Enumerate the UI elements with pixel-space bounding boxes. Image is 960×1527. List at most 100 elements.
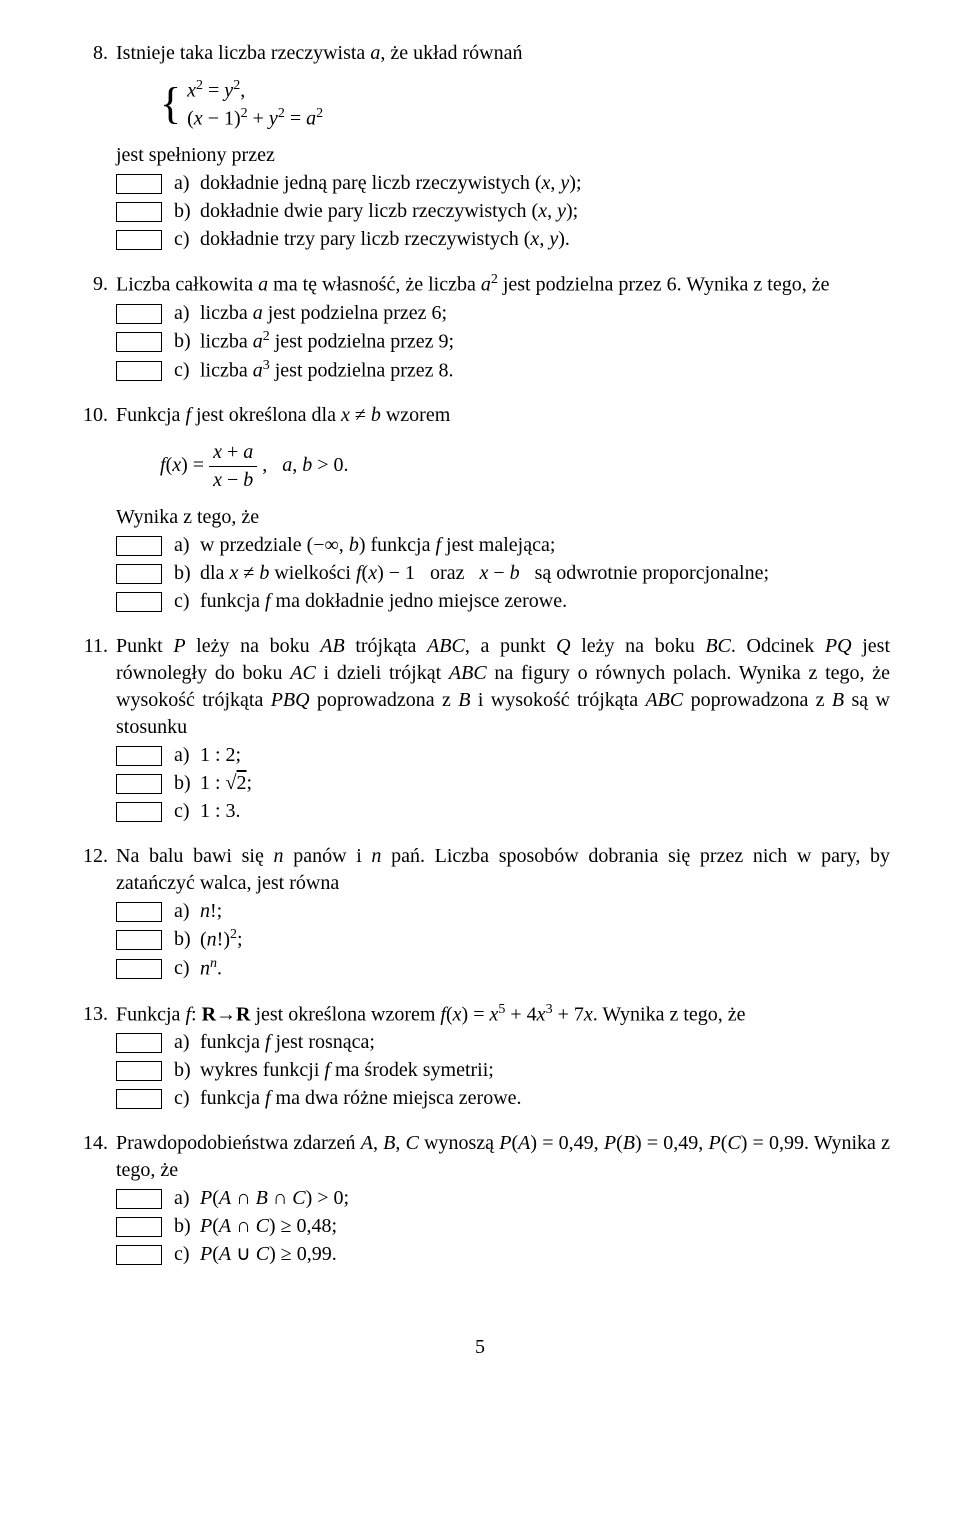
answer-checkbox[interactable] (116, 304, 162, 324)
answer-checkbox[interactable] (116, 1033, 162, 1053)
answer-checkbox[interactable] (116, 959, 162, 979)
choice-label: b) (174, 560, 200, 587)
choice-label: b) (174, 926, 200, 953)
choice: a)liczba a jest podzielna przez 6; (116, 300, 890, 327)
choice-label: a) (174, 170, 200, 197)
choices: a)n!;b)(n!)2;c)nn. (116, 898, 890, 982)
choice-text: P(A ∩ C) ≥ 0,48; (200, 1213, 890, 1240)
problem-text: 13.Funkcja f: R→R jest określona wzorem … (70, 1001, 890, 1029)
answer-checkbox[interactable] (116, 536, 162, 556)
problem-number: 9. (70, 271, 116, 299)
problem: 13.Funkcja f: R→R jest określona wzorem … (70, 1001, 890, 1113)
choice-label: b) (174, 328, 200, 355)
problem-number: 11. (70, 633, 116, 741)
answer-checkbox[interactable] (116, 1245, 162, 1265)
choice-text: w przedziale (−∞, b) funkcja f jest male… (200, 532, 890, 559)
answer-checkbox[interactable] (116, 1089, 162, 1109)
problem: 9.Liczba całkowita a ma tę własność, że … (70, 271, 890, 384)
choice-label: a) (174, 300, 200, 327)
choice: a)dokładnie jedną parę liczb rzeczywisty… (116, 170, 890, 197)
problem-text: 9.Liczba całkowita a ma tę własność, że … (70, 271, 890, 299)
problem-body: Liczba całkowita a ma tę własność, że li… (116, 271, 890, 299)
choice-text: P(A ∪ C) ≥ 0,99. (200, 1241, 890, 1268)
choices: a)liczba a jest podzielna przez 6;b)licz… (116, 300, 890, 384)
problem-text: 8.Istnieje taka liczba rzeczywista a, że… (70, 40, 890, 67)
problem-body: Funkcja f: R→R jest określona wzorem f(x… (116, 1001, 890, 1029)
answer-checkbox[interactable] (116, 802, 162, 822)
choice: c)P(A ∪ C) ≥ 0,99. (116, 1241, 890, 1268)
answer-checkbox[interactable] (116, 564, 162, 584)
choices: a)w przedziale (−∞, b) funkcja f jest ma… (116, 532, 890, 615)
answer-checkbox[interactable] (116, 774, 162, 794)
problem-body: Na balu bawi się n panów i n pań. Liczba… (116, 843, 890, 897)
choice-text: P(A ∩ B ∩ C) > 0; (200, 1185, 890, 1212)
choice-text: funkcja f ma dokładnie jedno miejsce zer… (200, 588, 890, 615)
answer-checkbox[interactable] (116, 202, 162, 222)
choice-text: funkcja f jest rosnąca; (200, 1029, 890, 1056)
choice: c)dokładnie trzy pary liczb rzeczywistyc… (116, 226, 890, 253)
answer-checkbox[interactable] (116, 592, 162, 612)
choice-label: b) (174, 198, 200, 225)
problem-body: Funkcja f jest określona dla x ≠ b wzore… (116, 402, 890, 429)
answer-checkbox[interactable] (116, 1217, 162, 1237)
choice: b)(n!)2; (116, 926, 890, 954)
choice-text: funkcja f ma dwa różne miejsca zerowe. (200, 1085, 890, 1112)
choice-label: b) (174, 770, 200, 797)
problem: 11.Punkt P leży na boku AB trójkąta ABC,… (70, 633, 890, 825)
choice-text: dokładnie jedną parę liczb rzeczywistych… (200, 170, 890, 197)
problem-number: 13. (70, 1001, 116, 1029)
choice-label: c) (174, 1085, 200, 1112)
choice: b)P(A ∩ C) ≥ 0,48; (116, 1213, 890, 1240)
choice-label: c) (174, 226, 200, 253)
choice: c)funkcja f ma dokładnie jedno miejsce z… (116, 588, 890, 615)
answer-checkbox[interactable] (116, 746, 162, 766)
answer-checkbox[interactable] (116, 1061, 162, 1081)
choice-label: a) (174, 898, 200, 925)
choice-label: a) (174, 742, 200, 769)
answer-checkbox[interactable] (116, 1189, 162, 1209)
answer-checkbox[interactable] (116, 332, 162, 352)
answer-checkbox[interactable] (116, 230, 162, 250)
choice-label: a) (174, 1029, 200, 1056)
formula: f(x) = x + ax − b , a, b > 0. (160, 439, 890, 494)
problem-text: 10.Funkcja f jest określona dla x ≠ b wz… (70, 402, 890, 429)
choice: b)dokładnie dwie pary liczb rzeczywistyc… (116, 198, 890, 225)
choice: b)1 : √2; (116, 770, 890, 797)
problem-number: 10. (70, 402, 116, 429)
problem: 12.Na balu bawi się n panów i n pań. Lic… (70, 843, 890, 982)
choice: a)funkcja f jest rosnąca; (116, 1029, 890, 1056)
problem: 14.Prawdopodobieństwa zdarzeń A, B, C wy… (70, 1130, 890, 1268)
choice-label: c) (174, 798, 200, 825)
choices: a)P(A ∩ B ∩ C) > 0;b)P(A ∩ C) ≥ 0,48;c)P… (116, 1185, 890, 1268)
page: 8.Istnieje taka liczba rzeczywista a, że… (0, 0, 960, 1316)
choice: a)n!; (116, 898, 890, 925)
answer-checkbox[interactable] (116, 174, 162, 194)
answer-checkbox[interactable] (116, 361, 162, 381)
problem-text: 11.Punkt P leży na boku AB trójkąta ABC,… (70, 633, 890, 741)
choice-text: dla x ≠ b wielkości f(x) − 1 oraz x − b … (200, 560, 890, 587)
choice-text: dokładnie dwie pary liczb rzeczywistych … (200, 198, 890, 225)
choice-text: liczba a3 jest podzielna przez 8. (200, 357, 890, 385)
choices: a)funkcja f jest rosnąca;b)wykres funkcj… (116, 1029, 890, 1112)
choice: a)1 : 2; (116, 742, 890, 769)
choice-text: nn. (200, 955, 890, 983)
choice-label: b) (174, 1213, 200, 1240)
formula: {x2 = y2,(x − 1)2 + y2 = a2 (160, 77, 890, 132)
choice: c)1 : 3. (116, 798, 890, 825)
choice: a)P(A ∩ B ∩ C) > 0; (116, 1185, 890, 1212)
problem-body: Prawdopodobieństwa zdarzeń A, B, C wynos… (116, 1130, 890, 1184)
answer-checkbox[interactable] (116, 930, 162, 950)
problem-subtext: jest spełniony przez (116, 142, 890, 169)
choice-text: liczba a jest podzielna przez 6; (200, 300, 890, 327)
problem-number: 8. (70, 40, 116, 67)
choices: a)1 : 2;b)1 : √2;c)1 : 3. (116, 742, 890, 825)
page-number: 5 (0, 1336, 960, 1359)
choice-label: a) (174, 1185, 200, 1212)
answer-checkbox[interactable] (116, 902, 162, 922)
choice: b)dla x ≠ b wielkości f(x) − 1 oraz x − … (116, 560, 890, 587)
choice-text: 1 : 2; (200, 742, 890, 769)
problem-number: 12. (70, 843, 116, 897)
choice-text: dokładnie trzy pary liczb rzeczywistych … (200, 226, 890, 253)
choice-label: c) (174, 1241, 200, 1268)
choice: a)w przedziale (−∞, b) funkcja f jest ma… (116, 532, 890, 559)
